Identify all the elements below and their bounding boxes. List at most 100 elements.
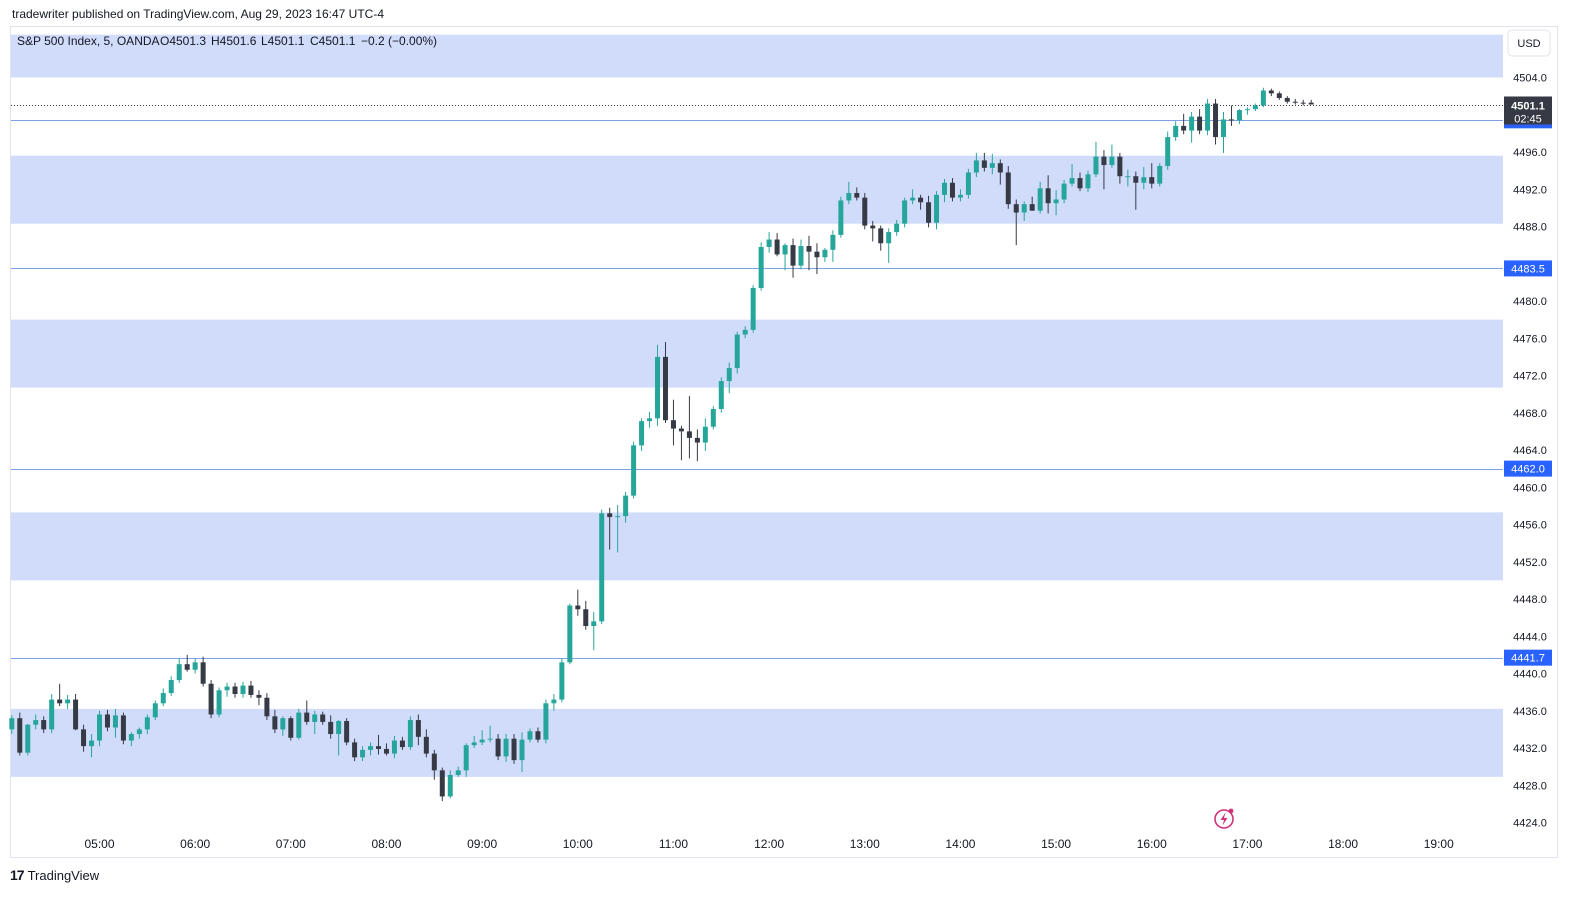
candle-body [120,715,126,741]
tradingview-footer[interactable]: 17 TradingView [10,867,99,883]
time-axis[interactable]: 05:00 06:00 07:00 08:00 09:00 10:00 11:00 12:00… [84,837,1454,851]
candle-body [734,334,740,369]
candle-body [910,197,916,201]
candle-body [224,686,230,691]
candle-body [806,246,812,252]
candle-body [248,685,254,695]
candle-body [65,699,71,704]
candle-body [1221,119,1227,138]
candle-body [1053,199,1059,204]
candle-body [336,720,342,735]
candle-body [144,717,150,730]
candle-body [112,715,118,728]
legend-symbol[interactable]: S&P 500 Index, 5, OANDA [17,34,160,48]
candle-body [774,239,780,255]
level-badge [1504,460,1552,477]
candle-body [1149,177,1155,184]
candle-body [1300,102,1306,104]
candle-body [1276,93,1282,98]
price-tick-label: 4424.0 [1513,818,1547,830]
candle-body [344,720,350,743]
candle-body [73,699,79,730]
candle-body [854,192,860,198]
countdown-label: 02:45 [1514,114,1542,126]
level-badge-label: 4441.7 [1511,653,1545,665]
candle-body [208,683,214,715]
price-tick-label: 4436.0 [1513,706,1547,718]
time-tick-label: 11:00 [659,837,688,851]
candle-body [870,225,876,229]
candle-body [631,445,637,496]
zone-band [11,319,1503,388]
candle-body [407,720,413,748]
candle-body [1093,156,1099,175]
price-tick-label: 4472.0 [1513,371,1547,383]
candle-body [655,356,661,419]
candle-body [599,513,605,622]
candle-body [798,246,804,266]
candle-body [1085,174,1091,189]
candle-body [878,228,884,244]
price-tick-label: 4432.0 [1513,743,1547,755]
zone-band [11,708,1503,777]
tradingview-brand: TradingView [27,867,100,883]
shaded-zones [11,34,1503,777]
candle-body [1133,176,1139,183]
price-tick-label: 4448.0 [1513,594,1547,606]
candle-body [1236,110,1242,121]
candle-body [320,714,326,722]
candle-body [41,720,47,730]
candle-body [463,745,469,771]
legend-open: O4501.3 [160,34,206,48]
candle-body [9,718,15,730]
candle-body [591,621,597,627]
time-tick-label: 14:00 [945,837,975,851]
price-tick-label: 4460.0 [1513,482,1547,494]
candle-body [957,194,963,198]
candle-body [758,246,764,288]
currency-label[interactable]: USD [1517,38,1540,50]
price-tick-label: 4488.0 [1513,222,1547,234]
candle-body [1213,103,1219,138]
candle-body [152,703,158,718]
price-axis[interactable]: 4504.04500.04496.04492.04488.04484.04480… [1513,73,1547,830]
candle-body [304,712,310,722]
legend-close: C4501.1 [310,34,356,48]
chart-frame [10,26,1558,858]
candle-body [647,418,653,422]
price-tick-label: 4440.0 [1513,669,1547,681]
candle-body [312,714,318,722]
candle-body [838,200,844,235]
candle-body [567,605,573,663]
candle-body [686,431,692,438]
candle-body [200,662,206,684]
price-tick-label: 4464.0 [1513,445,1547,457]
candle-body [192,662,198,670]
candle-body [615,516,621,518]
candle-body [710,409,716,427]
candle-body [415,720,421,737]
candle-body [216,690,222,715]
time-tick-label: 08:00 [371,837,401,851]
candle-body [423,736,429,754]
candle-body [160,693,166,704]
candle-body [543,703,549,740]
lightning-icon[interactable] [1214,808,1234,829]
candle-body [830,234,836,250]
candle-body [1101,156,1107,166]
price-tick-label: 4504.0 [1513,73,1547,85]
candle-body [527,731,533,740]
candle-body [49,699,55,730]
candle-body [57,699,63,704]
candle-body [1029,204,1035,211]
publish-info: tradewriter published on TradingView.com… [12,7,384,21]
currency-button[interactable] [1507,29,1551,57]
candle-body [487,738,493,740]
candle-body [790,245,796,266]
candle-body [862,197,868,226]
candle-body [455,770,461,776]
candle-body [503,738,509,757]
candle-body [1260,90,1266,106]
